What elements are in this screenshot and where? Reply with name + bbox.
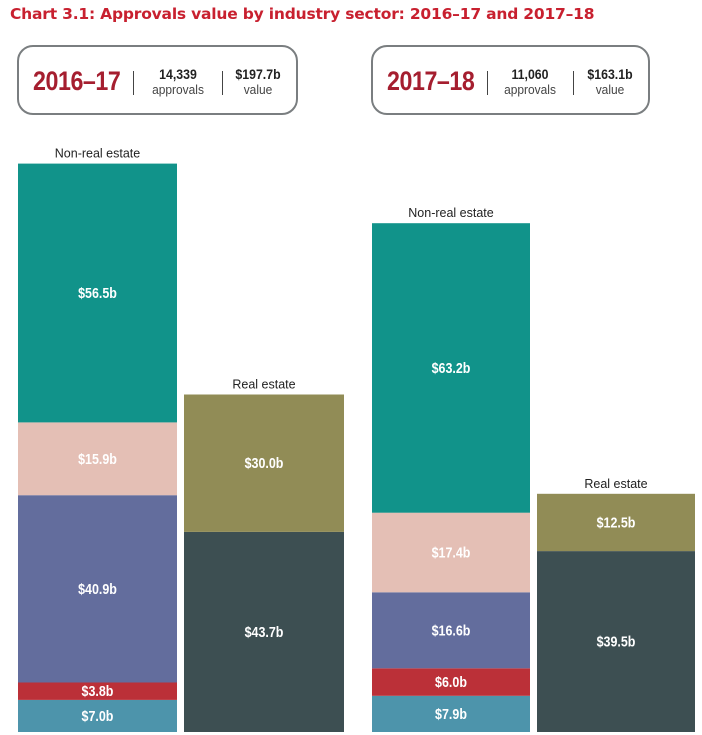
summary-box-2016-17: 2016–17 14,339 approvals $197.7b value <box>17 45 298 115</box>
data-label-6.0b: $6.0b <box>435 674 467 690</box>
summary-approvals-count: 14,339 <box>159 66 197 82</box>
bar-segment-0-4 <box>18 163 177 423</box>
data-label-15.9b: $15.9b <box>78 451 117 467</box>
summary-year: 2016–17 <box>33 66 121 96</box>
summary-approvals-label: approvals <box>504 82 556 97</box>
data-label-17.4b: $17.4b <box>432 545 471 561</box>
chart-title: Chart 3.1: Approvals value by industry s… <box>10 5 595 23</box>
summary-approvals-label: approvals <box>152 82 204 97</box>
data-label-40.9b: $40.9b <box>78 581 117 597</box>
bar-segment-2-4 <box>372 223 530 513</box>
summary-divider <box>133 71 134 95</box>
summary-divider <box>222 71 223 95</box>
category-label: Non-real estate <box>408 206 494 220</box>
summary-divider <box>573 71 574 95</box>
bar-segment-2-2 <box>372 592 530 669</box>
bar-segment-3-1 <box>537 493 695 552</box>
bar-segment-1-1 <box>184 394 344 532</box>
summary-approvals-count: 11,060 <box>511 66 549 82</box>
bar-segment-0-2 <box>18 495 177 683</box>
summary-value-amount: $197.7b <box>235 66 281 82</box>
data-label-7.0b: $7.0b <box>82 708 114 724</box>
data-label-3.8b: $3.8b <box>82 683 114 699</box>
summary-approvals: 14,339 approvals <box>143 66 213 98</box>
summary-approvals: 11,060 approvals <box>495 66 565 98</box>
data-label-12.5b: $12.5b <box>597 515 636 531</box>
bar-segment-2-1 <box>372 668 530 696</box>
category-label: Non-real estate <box>55 147 141 161</box>
data-label-30.0b: $30.0b <box>245 455 284 471</box>
bar-segment-3-0 <box>537 551 695 732</box>
summary-value-label: value <box>595 82 625 97</box>
summary-value: $163.1b value <box>579 66 641 98</box>
summary-box-2017-18: 2017–18 11,060 approvals $163.1b value <box>371 45 650 115</box>
summary-value-label: value <box>243 82 273 97</box>
category-label: Real estate <box>584 477 647 491</box>
bar-segment-0-0 <box>18 699 177 732</box>
summary-value: $197.7b value <box>227 66 289 98</box>
data-label-7.9b: $7.9b <box>435 706 467 722</box>
summary-value-amount: $163.1b <box>587 66 633 82</box>
summary-divider <box>487 71 488 95</box>
bar-segment-0-1 <box>18 682 177 700</box>
bar-segment-0-3 <box>18 422 177 496</box>
data-label-63.2b: $63.2b <box>432 360 471 376</box>
data-label-16.6b: $16.6b <box>432 622 471 638</box>
data-label-39.5b: $39.5b <box>597 634 636 650</box>
bar-segment-2-0 <box>372 695 530 732</box>
data-label-43.7b: $43.7b <box>245 624 284 640</box>
bar-segment-2-3 <box>372 512 530 593</box>
summary-year: 2017–18 <box>387 66 475 96</box>
bar-segment-1-0 <box>184 531 344 732</box>
category-label: Real estate <box>232 378 295 392</box>
data-label-56.5b: $56.5b <box>78 285 117 301</box>
